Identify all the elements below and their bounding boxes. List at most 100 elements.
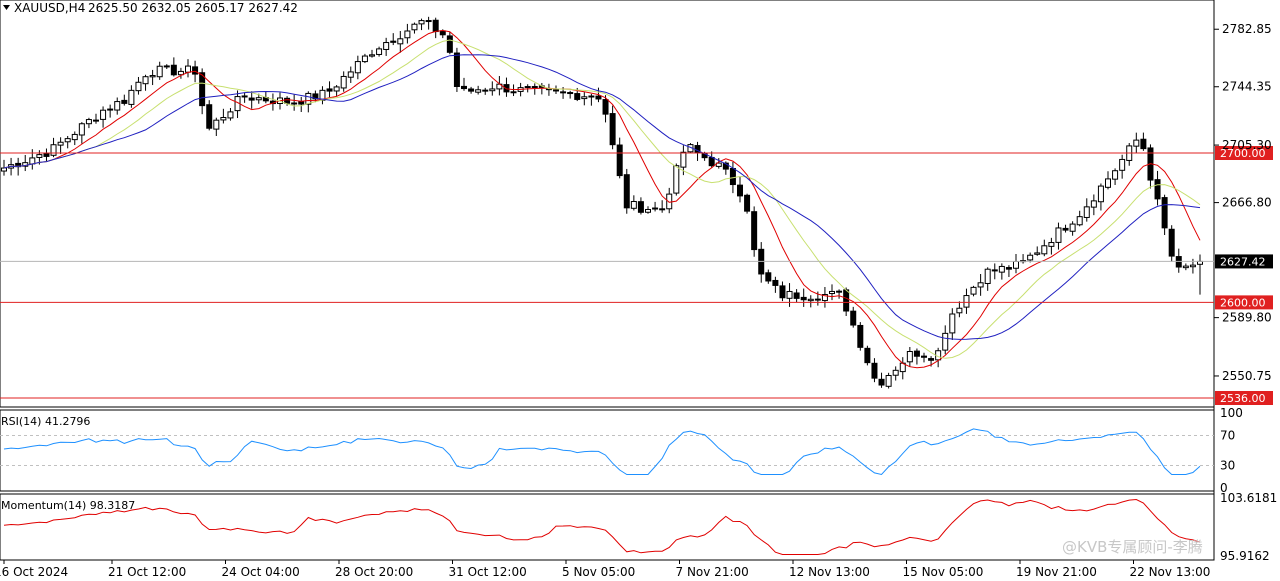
candle-body <box>1048 242 1055 247</box>
candle-body <box>241 95 248 98</box>
candle-body <box>411 23 418 31</box>
candle-body <box>751 211 758 251</box>
candle-body <box>779 285 786 299</box>
candle-body <box>871 362 878 379</box>
candle-body <box>376 48 383 55</box>
horizontal-levels-group: 2700.00 2600.00 2536.00 2627.42 <box>0 146 1273 405</box>
candle-body <box>29 157 36 165</box>
candle-body <box>645 209 651 213</box>
candle-body <box>468 88 475 92</box>
candle-body <box>1055 227 1062 243</box>
candle-body <box>630 201 637 209</box>
candle-body <box>998 265 1005 273</box>
momentum-pane[interactable] <box>0 493 1215 561</box>
candle-body <box>1119 158 1126 171</box>
candle-body <box>185 65 191 73</box>
momentum-title: Momentum(14) 98.3187 <box>1 499 135 512</box>
candle-body <box>1005 267 1012 270</box>
time-axis[interactable]: 16 Oct 2024 21 Oct 12:00 24 Oct 04:00 28 Oc… <box>0 560 1210 579</box>
candle-body <box>984 268 991 284</box>
time-tick-label: 24 Oct 04:00 <box>222 565 300 579</box>
candle-body <box>623 174 630 209</box>
candle-body <box>991 269 998 272</box>
candle-body <box>595 95 602 100</box>
candle-body <box>64 138 71 143</box>
candle-body <box>574 93 581 100</box>
candle-body <box>814 298 821 301</box>
level-label-box <box>1215 146 1273 160</box>
candle-body <box>128 89 135 105</box>
time-tick-label: 15 Nov 05:00 <box>903 565 984 579</box>
candle-body <box>432 19 439 33</box>
momentum-indicator-group: 103.6181 95.9162 <box>3 491 1277 563</box>
candle-body <box>326 88 333 92</box>
candle-body <box>503 84 510 93</box>
rsi-pane[interactable] <box>0 409 1215 492</box>
time-tick-label: 12 Nov 13:00 <box>789 565 870 579</box>
candle-body <box>425 20 432 23</box>
candle-body <box>637 201 644 213</box>
candle-body <box>71 133 78 141</box>
candle-body <box>715 162 722 167</box>
candle-body <box>446 35 453 53</box>
candle-body <box>977 282 984 288</box>
level-label-box <box>1215 391 1273 405</box>
candle-body <box>397 38 404 45</box>
candle-body <box>510 91 517 94</box>
rsi-tick-label: 100 <box>1220 406 1243 420</box>
time-tick-label: 5 Nov 05:00 <box>562 565 635 579</box>
candle-body <box>722 162 729 170</box>
candle-body <box>1140 138 1147 150</box>
collapse-triangle-icon[interactable] <box>3 5 10 10</box>
moving-averages-group <box>3 29 1201 369</box>
candle-body <box>1069 223 1076 232</box>
candle-body <box>489 88 496 92</box>
candle-body <box>1090 200 1097 208</box>
candle-body <box>553 89 559 92</box>
candle-body <box>206 104 213 129</box>
candle-body <box>177 70 184 76</box>
price-axis[interactable]: 2782.85 2744.35 2705.30 2666.80 2589.80 2550.… <box>1214 22 1272 383</box>
candle-body <box>942 332 949 351</box>
candle-body <box>588 95 595 98</box>
time-tick-label: 28 Oct 20:00 <box>335 565 413 579</box>
candle-body <box>1154 179 1161 200</box>
current-price-label: 2627.42 <box>1220 255 1266 268</box>
candle-body <box>439 30 446 36</box>
candle-body <box>616 144 623 177</box>
level-label-box <box>1215 295 1273 310</box>
candle-body <box>199 72 206 107</box>
candle-body <box>291 102 298 105</box>
candle-body <box>892 369 899 376</box>
main-pane[interactable] <box>0 0 1215 408</box>
rsi-title: RSI(14) 41.2796 <box>1 415 90 428</box>
candle-body <box>361 55 368 63</box>
candle-body <box>340 75 347 89</box>
candle-body <box>659 208 666 211</box>
candle-body <box>921 355 927 358</box>
symbol-label: XAUUSD,H4 <box>14 1 85 15</box>
candle-body <box>220 116 227 121</box>
candle-body <box>1133 139 1140 147</box>
candle-body <box>100 109 107 120</box>
level-label: 2700.00 <box>1220 147 1266 160</box>
candle-body <box>1161 197 1168 229</box>
ma-mid-line <box>3 39 1201 359</box>
candle-body <box>298 101 305 105</box>
candle-body <box>1097 185 1104 203</box>
candle-body <box>765 272 772 282</box>
candle-body <box>843 289 850 312</box>
candle-body <box>1189 264 1196 268</box>
candle-body <box>956 307 963 314</box>
chart-header: XAUUSD,H4 2625.50 2632.05 2605.17 2627.4… <box>3 1 298 15</box>
candle-body <box>878 378 885 386</box>
candle-body <box>156 65 163 78</box>
candle-body <box>347 71 354 78</box>
candle-body <box>461 85 467 90</box>
price-tick-label: 2589.80 <box>1222 311 1272 325</box>
candle-body <box>581 96 588 100</box>
candle-body <box>1013 261 1019 269</box>
time-tick-label: 21 Oct 12:00 <box>108 565 186 579</box>
candle-body <box>560 91 567 94</box>
